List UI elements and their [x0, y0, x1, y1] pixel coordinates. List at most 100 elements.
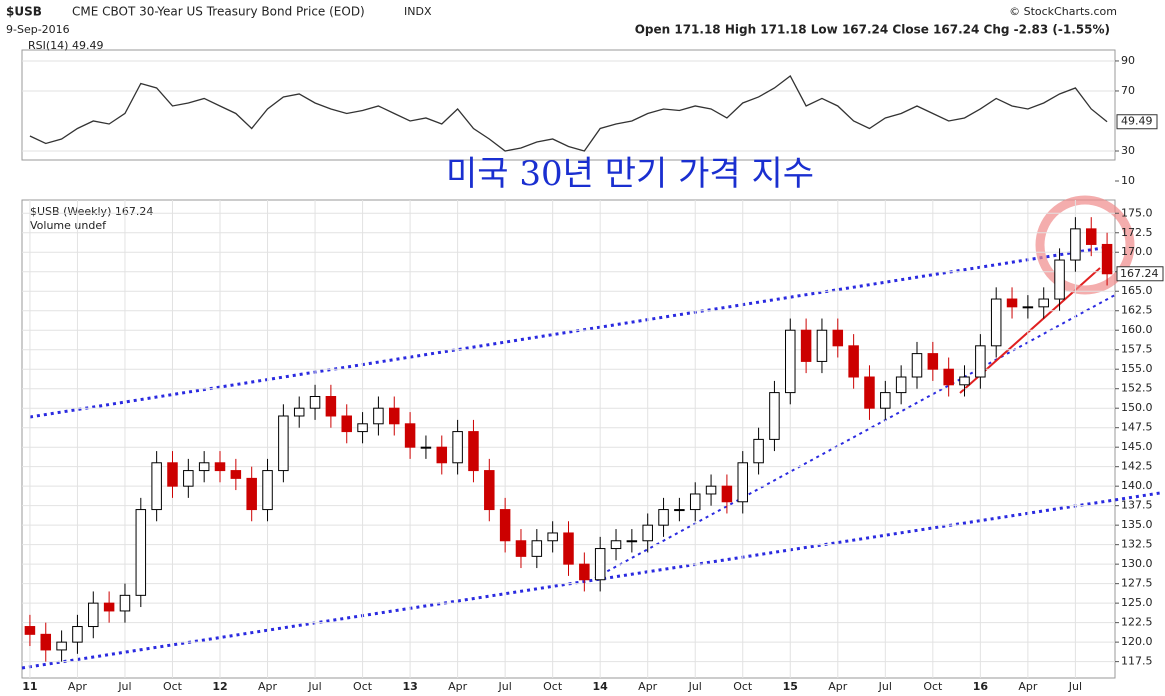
x-tick-label: 13 — [402, 680, 417, 693]
y-tick-label: 140.0 — [1121, 479, 1153, 492]
rsi-line — [29, 74, 1108, 152]
y-tick-label: 135.0 — [1121, 518, 1153, 531]
candle-body — [800, 329, 812, 362]
x-tick-label: 11 — [22, 680, 37, 693]
candle-body — [721, 485, 733, 503]
candle-body — [674, 509, 685, 512]
x-tick-label: Oct — [733, 680, 753, 693]
y-tick-label: 30 — [1121, 144, 1135, 157]
candle-body — [357, 423, 368, 433]
y-tick-label: 145.0 — [1121, 440, 1153, 453]
candle-body — [135, 509, 147, 596]
candle-body — [499, 509, 511, 542]
candle-body — [1038, 298, 1049, 308]
source: © StockCharts.com — [1009, 5, 1117, 18]
candle-body — [658, 509, 669, 526]
candle-body — [594, 548, 606, 581]
x-tick-label: Apr — [68, 680, 88, 693]
y-tick-label: 130.0 — [1121, 557, 1153, 570]
y-tick-label: 155.0 — [1121, 362, 1153, 375]
x-tick-label: Jul — [497, 680, 511, 693]
candle-body — [563, 532, 574, 565]
x-tick-label: 14 — [593, 680, 609, 693]
exchange: INDX — [404, 5, 432, 18]
y-tick-label: 117.5 — [1121, 655, 1153, 668]
highlight-circle — [1035, 195, 1135, 295]
volume-legend: Volume undef — [30, 219, 107, 232]
y-tick-label: 125.0 — [1121, 596, 1153, 609]
y-tick-label: 170.0 — [1121, 245, 1153, 258]
y-tick-label: 122.5 — [1121, 616, 1153, 629]
x-tick-label: 15 — [783, 680, 798, 693]
x-tick-label: Oct — [543, 680, 563, 693]
candle-body — [72, 626, 83, 643]
candle-body — [24, 626, 36, 635]
y-tick-label: 150.0 — [1121, 401, 1153, 414]
candle-body — [753, 438, 764, 464]
x-tick-label: Oct — [353, 680, 373, 693]
x-tick-label: Jul — [117, 680, 131, 693]
candle-body — [737, 462, 748, 503]
candle-body — [278, 415, 289, 472]
y-tick-label: 147.5 — [1121, 421, 1153, 434]
x-tick-label: Oct — [163, 680, 183, 693]
candle-body — [689, 493, 701, 511]
candle-body — [943, 368, 954, 386]
candle-body — [452, 431, 463, 464]
date: 9-Sep-2016 — [6, 23, 70, 36]
y-tick-label: 165.0 — [1121, 284, 1153, 297]
candle-body — [293, 407, 305, 417]
candle-body — [325, 396, 337, 417]
y-tick-label: 152.5 — [1121, 382, 1153, 395]
y-tick-label: 132.5 — [1121, 538, 1153, 551]
support-line — [594, 294, 1116, 579]
candle-body — [230, 470, 242, 479]
y-tick-label: 127.5 — [1121, 577, 1153, 590]
x-tick-label: Jul — [878, 680, 892, 693]
candle-body — [816, 329, 828, 362]
candle-body — [642, 524, 653, 542]
candle-body — [705, 485, 717, 495]
candle-body — [990, 298, 1002, 347]
candle-body — [404, 423, 416, 448]
candle-body — [309, 396, 321, 409]
y-tick-label: 172.5 — [1121, 226, 1153, 239]
candle-body — [88, 602, 99, 628]
y-tick-label: 90 — [1121, 54, 1135, 67]
candle-body — [119, 594, 131, 612]
candle-body — [848, 345, 859, 378]
candle-body — [1070, 228, 1081, 261]
candle-body — [341, 415, 352, 433]
candle-body — [420, 446, 432, 449]
candle-body — [1101, 243, 1113, 275]
y-tick-label: 162.5 — [1121, 304, 1153, 317]
lower-channel — [21, 491, 1161, 670]
rsi-frame — [21, 49, 1116, 161]
x-tick-label: Oct — [923, 680, 943, 693]
candle-body — [610, 540, 622, 550]
x-tick-label: Apr — [1018, 680, 1038, 693]
y-tick-label: 175.0 — [1121, 206, 1153, 219]
candle-body — [373, 407, 384, 425]
candle-body — [246, 477, 257, 511]
annotation: 미국 30년 만기 가격 지수 — [446, 154, 814, 194]
candle-body — [769, 392, 780, 440]
x-tick-label: Apr — [828, 680, 848, 693]
y-tick-label: 120.0 — [1121, 635, 1153, 648]
x-tick-label: Jul — [307, 680, 321, 693]
x-tick-label: Apr — [258, 680, 278, 693]
x-tick-label: Jul — [1068, 680, 1082, 693]
last-value-box — [1116, 114, 1158, 130]
candle-body — [198, 462, 210, 472]
candle-body — [40, 633, 52, 651]
last-value: 49.49 — [1121, 115, 1153, 128]
candle-body — [484, 470, 495, 511]
candle-body — [1085, 228, 1097, 245]
candle-body — [262, 470, 273, 511]
price-frame — [21, 199, 1116, 679]
candle-body — [151, 462, 162, 511]
name: CME CBOT 30-Year US Treasury Bond Price … — [72, 5, 365, 19]
x-tick-label: Jul — [688, 680, 702, 693]
y-tick-label: 160.0 — [1121, 323, 1153, 336]
y-tick-label: 70 — [1121, 84, 1135, 97]
